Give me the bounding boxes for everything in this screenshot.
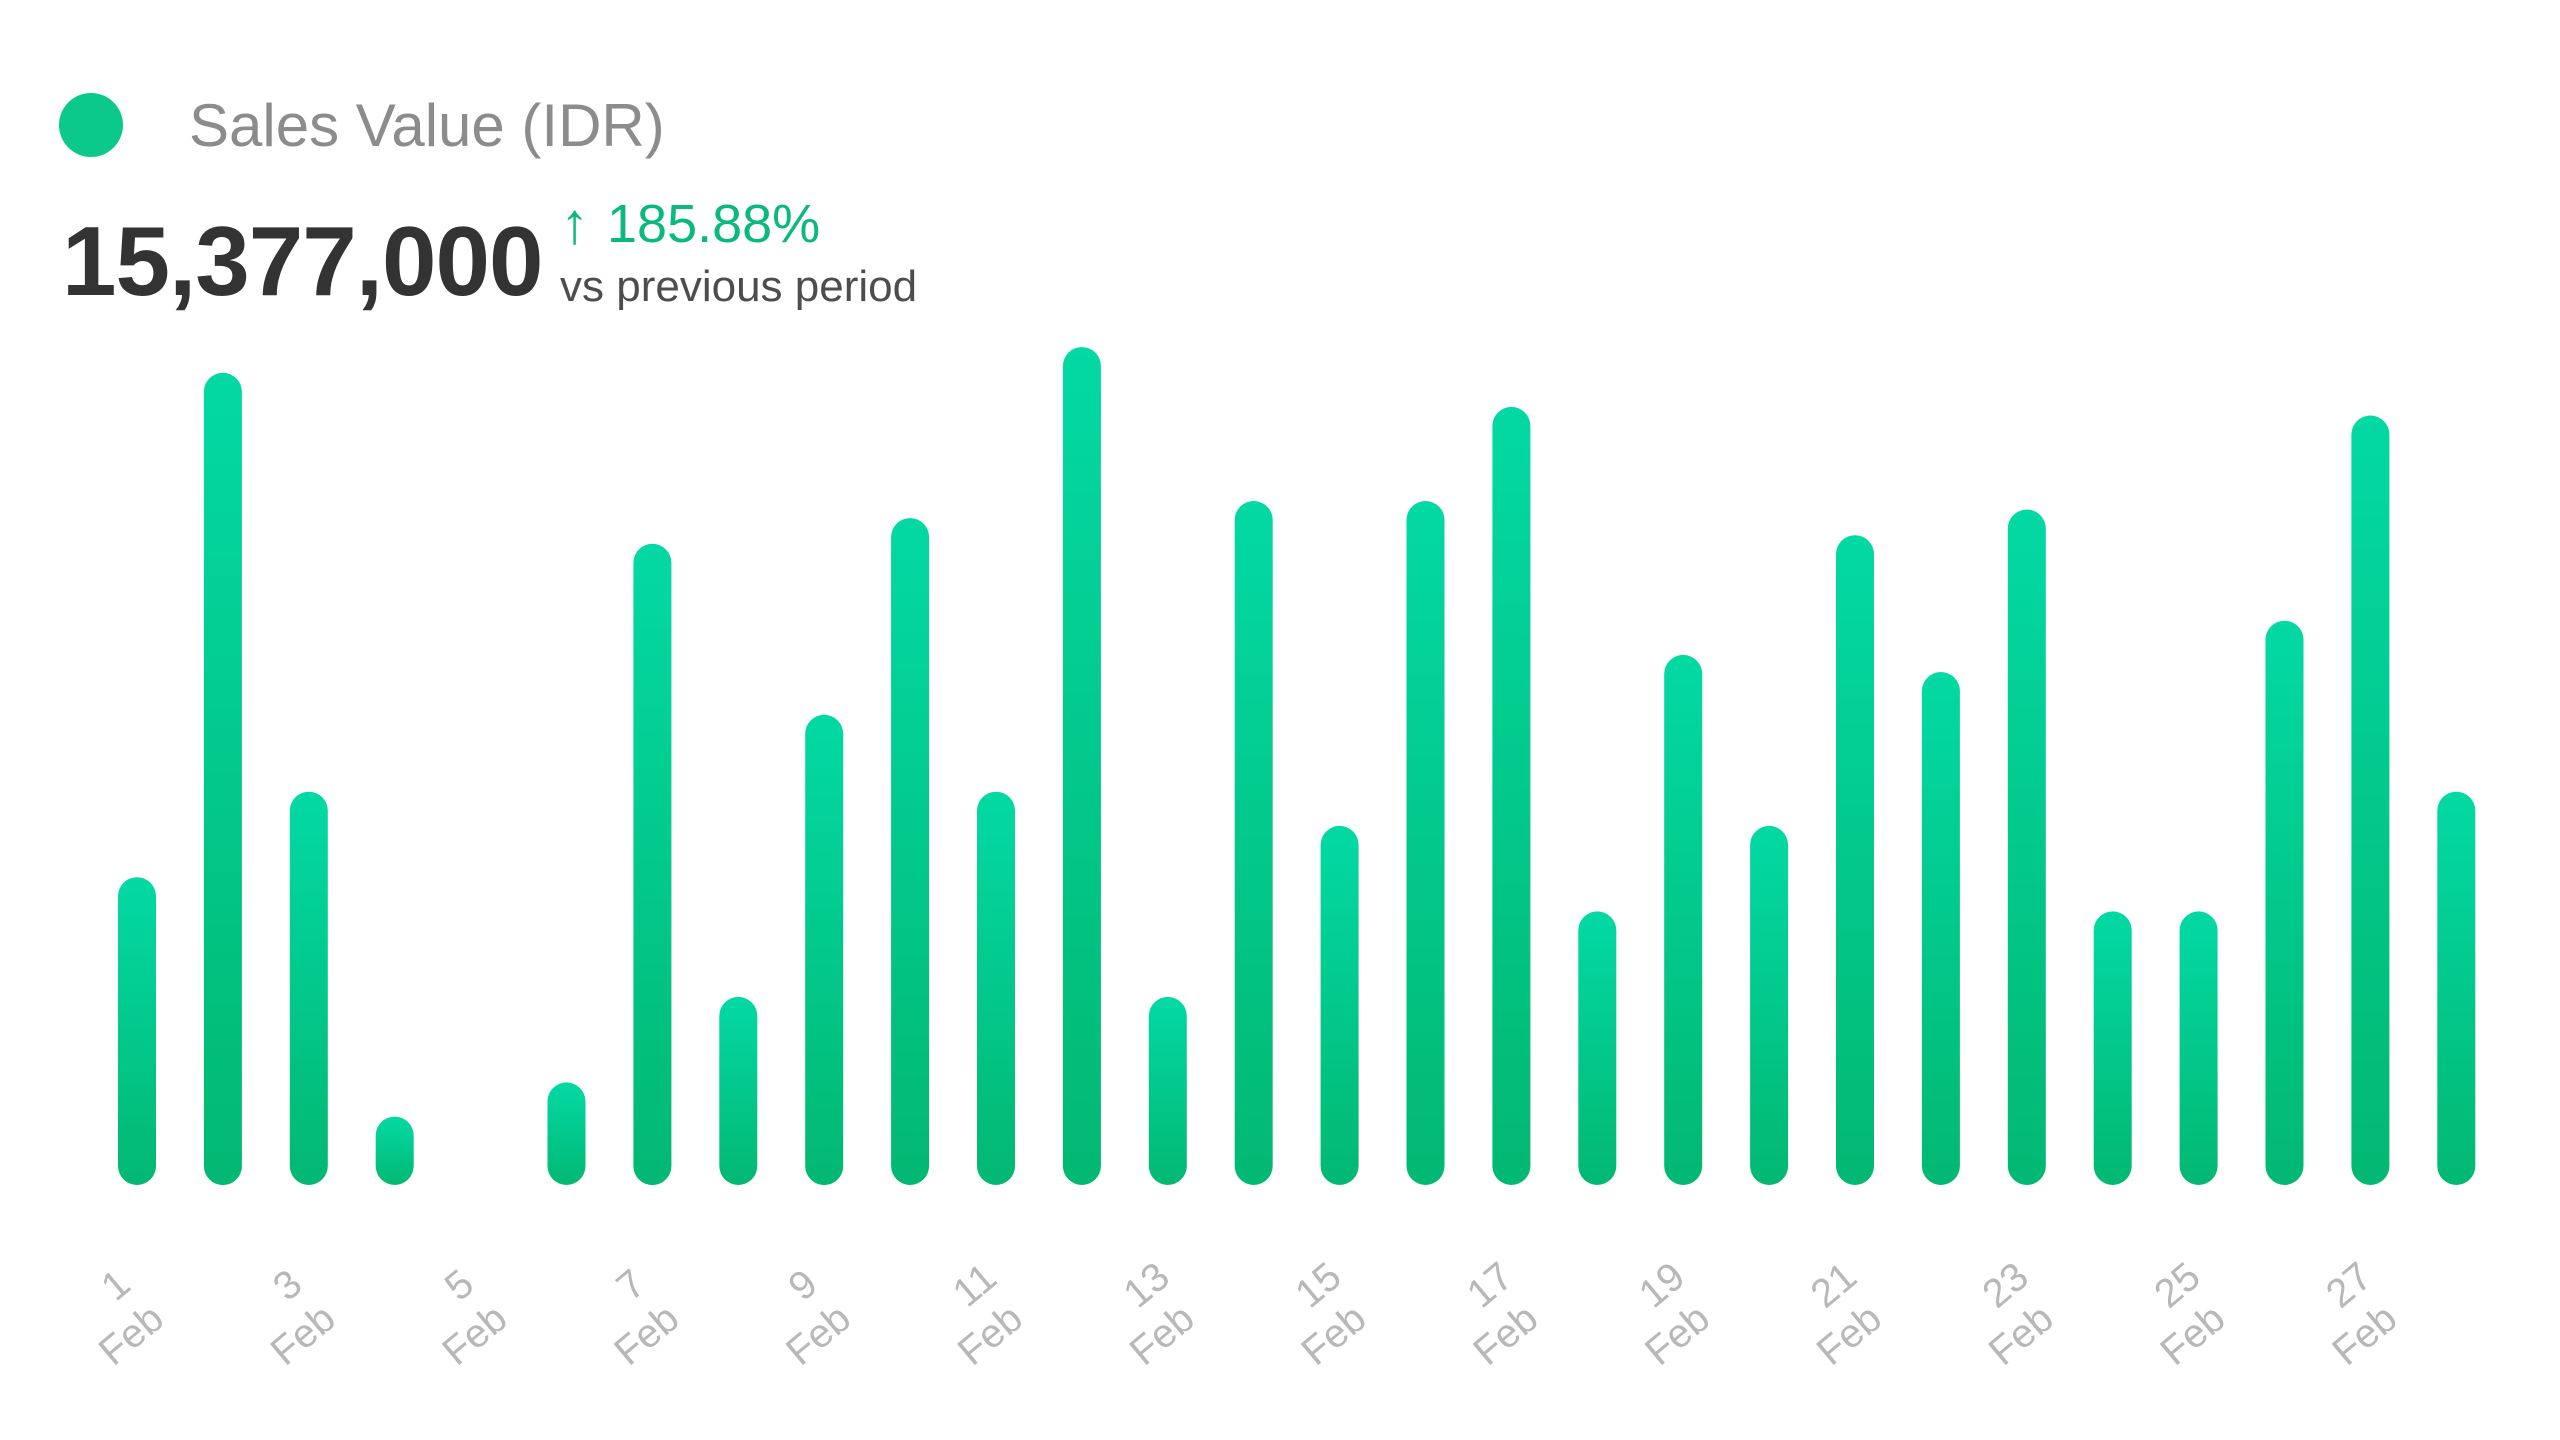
legend-dot-icon — [59, 93, 123, 157]
bar-16-feb[interactable] — [1406, 501, 1445, 1185]
x-tick-month: Feb — [1637, 1296, 1718, 1374]
bar-4-feb[interactable] — [375, 1116, 414, 1185]
bar-8-feb[interactable] — [719, 996, 758, 1185]
x-tick-day: 5 — [437, 1261, 482, 1309]
bar-27-feb[interactable] — [2351, 415, 2390, 1186]
x-tick-month: Feb — [91, 1296, 172, 1374]
bars-group — [118, 347, 2476, 1186]
bar-10-feb[interactable] — [891, 518, 930, 1185]
bar-9-feb[interactable] — [805, 714, 844, 1186]
bar-3-feb[interactable] — [289, 791, 328, 1185]
x-tick-day: 1 — [93, 1261, 138, 1309]
total-sales-value: 15,377,000 — [62, 206, 543, 316]
bar-19-feb[interactable] — [1664, 654, 1703, 1185]
bar-28-feb[interactable] — [2437, 791, 2476, 1185]
x-tick-month: Feb — [434, 1296, 515, 1374]
bar-15-feb[interactable] — [1320, 825, 1359, 1185]
bar-25-feb[interactable] — [2179, 911, 2218, 1185]
x-tick-month: Feb — [2324, 1296, 2405, 1374]
x-tick-month: Feb — [1293, 1296, 1374, 1374]
bar-12-feb[interactable] — [1062, 347, 1101, 1186]
arrow-up-icon: ↑ — [560, 191, 589, 256]
x-tick-day: 7 — [609, 1261, 654, 1309]
bar-6-feb[interactable] — [547, 1082, 586, 1185]
bar-22-feb[interactable] — [1921, 672, 1960, 1185]
bar-18-feb[interactable] — [1578, 911, 1617, 1185]
x-axis-ticks: 1Feb3Feb5Feb7Feb9Feb11Feb13Feb15Feb17Feb… — [91, 1254, 2405, 1374]
comparison-label: vs previous period — [560, 262, 918, 311]
bar-23-feb[interactable] — [2007, 509, 2046, 1186]
x-tick-month: Feb — [950, 1296, 1031, 1374]
bar-14-feb[interactable] — [1234, 501, 1273, 1185]
x-tick-month: Feb — [606, 1296, 687, 1374]
chart-legend[interactable]: Sales Value (IDR) — [59, 90, 665, 160]
bar-1-feb[interactable] — [118, 877, 156, 1185]
change-percentage: 185.88% — [607, 193, 821, 254]
bar-13-feb[interactable] — [1148, 996, 1187, 1185]
x-tick-month: Feb — [1465, 1296, 1546, 1374]
bar-20-feb[interactable] — [1750, 825, 1789, 1185]
change-indicator: ↑ 185.88% — [560, 190, 820, 257]
bar-2-feb[interactable] — [203, 372, 242, 1186]
bar-21-feb[interactable] — [1836, 535, 1874, 1185]
bar-7-feb[interactable] — [633, 543, 672, 1186]
x-tick-month: Feb — [778, 1296, 859, 1374]
bar-11-feb[interactable] — [977, 791, 1015, 1185]
x-tick-day: 9 — [780, 1261, 825, 1309]
x-tick-day: 3 — [265, 1261, 310, 1309]
x-tick-month: Feb — [2152, 1296, 2233, 1374]
x-tick-month: Feb — [1981, 1296, 2062, 1374]
x-tick-month: Feb — [1809, 1296, 1890, 1374]
bar-26-feb[interactable] — [2265, 620, 2304, 1185]
bar-17-feb[interactable] — [1492, 406, 1531, 1185]
x-tick-month: Feb — [1122, 1296, 1203, 1374]
legend-label: Sales Value (IDR) — [189, 91, 665, 159]
x-tick-month: Feb — [263, 1296, 344, 1374]
bar-24-feb[interactable] — [2093, 911, 2132, 1185]
